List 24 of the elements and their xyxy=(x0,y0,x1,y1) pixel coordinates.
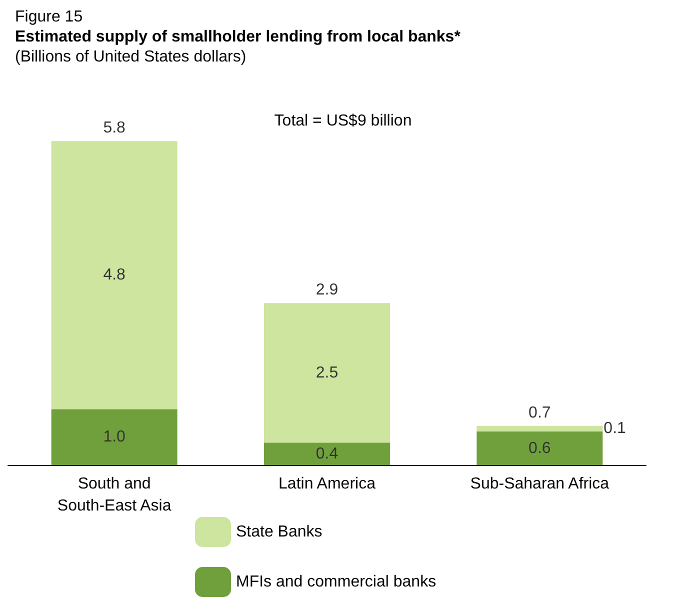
bar xyxy=(264,303,390,443)
bar xyxy=(264,442,390,465)
bar xyxy=(51,409,178,465)
chart-subtitle: (Billions of United States dollars) xyxy=(15,48,246,66)
legend-label: MFIs and commercial banks xyxy=(236,574,436,590)
bar xyxy=(476,432,603,465)
caption: Figure 15 xyxy=(15,8,83,26)
x-tick-label: South and South-East Asia xyxy=(57,476,172,514)
chart-title: Estimated supply of smallholder lending from local banks* xyxy=(15,28,462,46)
bar xyxy=(476,426,603,432)
data-label: 1.0 xyxy=(103,428,126,446)
bar xyxy=(51,141,178,410)
total-label: 2.9 xyxy=(316,282,338,299)
x-tick-label: Sub-Saharan Africa xyxy=(470,476,610,492)
data-label: 0.1 xyxy=(604,420,626,438)
text: Total = US$9 billion xyxy=(274,112,412,130)
data-label: 0.4 xyxy=(316,445,338,462)
data-label: 2.5 xyxy=(316,364,338,382)
data-label: 4.8 xyxy=(103,266,126,284)
total-label: 5.8 xyxy=(103,120,126,137)
x-tick-label: Latin America xyxy=(278,476,376,492)
legend-label: State Banks xyxy=(236,524,322,540)
total-label: 0.7 xyxy=(528,404,551,422)
data-label: 0.6 xyxy=(528,440,551,457)
